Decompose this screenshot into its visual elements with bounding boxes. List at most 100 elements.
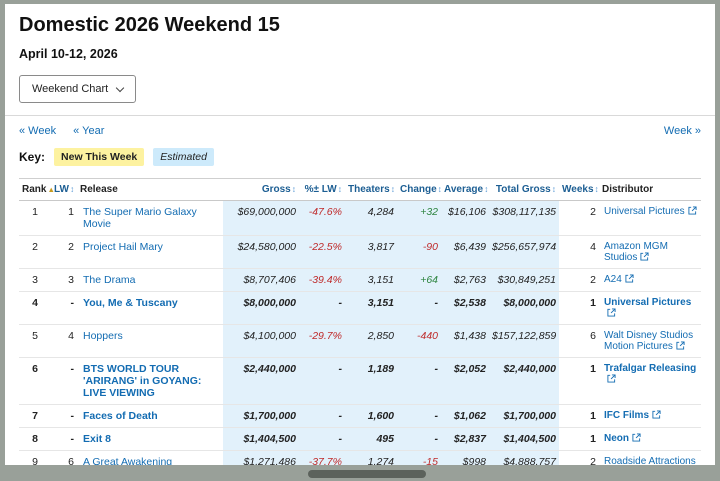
col-rank[interactable]: Rank▲: [19, 178, 55, 201]
sort-icon: ↕: [551, 184, 556, 194]
lw-cell: 4: [51, 324, 77, 358]
release-cell: Hoppers: [77, 324, 223, 358]
rank-cell: 5: [19, 324, 51, 358]
legend-key: Key: New This Week Estimated: [19, 148, 701, 166]
gross-cell: $1,700,000: [223, 404, 299, 428]
theaters-cell: 4,284: [345, 200, 397, 236]
change-cell: -15: [397, 450, 441, 465]
col-total-gross[interactable]: Total Gross↕: [489, 178, 559, 201]
nav-prev-year-link[interactable]: « Year: [73, 125, 105, 137]
rank-cell: 8: [19, 427, 51, 451]
release-link[interactable]: Project Hail Mary: [83, 241, 163, 253]
pct-lw-cell: -: [299, 291, 345, 325]
rank-cell: 6: [19, 357, 51, 405]
distributor-link[interactable]: Walt Disney Studios Motion Pictures: [604, 330, 693, 352]
col-gross[interactable]: Gross↕: [223, 178, 299, 201]
total-gross-cell: $1,700,000: [489, 404, 559, 428]
table-row-new-this-week: 4 - You, Me & Tuscany $8,000,000 - 3,151…: [19, 291, 701, 325]
distributor-name: Roadside Attractions: [604, 456, 696, 465]
col-change[interactable]: Change↕: [397, 178, 442, 201]
col-gross-label: Gross: [261, 184, 291, 195]
average-cell: $1,062: [441, 404, 489, 428]
lw-cell: -: [51, 404, 77, 428]
total-gross-cell: $157,122,859: [489, 324, 559, 358]
nav-next-week-link[interactable]: Week »: [663, 125, 701, 137]
average-cell: $2,538: [441, 291, 489, 325]
col-rank-label: Rank: [22, 184, 47, 195]
table-header-row: Rank▲ LW↕ Release Gross↕ %± LW↕ Theaters…: [19, 178, 701, 201]
distributor-link[interactable]: A24: [604, 274, 634, 285]
external-link-icon: [625, 274, 634, 283]
col-pct-lw-label: %± LW: [304, 184, 337, 195]
horizontal-scrollbar-thumb[interactable]: [308, 470, 426, 478]
col-distributor-label: Distributor: [602, 184, 654, 195]
col-average[interactable]: Average↕: [441, 178, 489, 201]
col-theaters[interactable]: Theaters↕: [345, 178, 397, 201]
release-link[interactable]: Faces of Death: [83, 410, 158, 422]
distributor-link[interactable]: Roadside Attractions: [604, 456, 696, 465]
distributor-link[interactable]: Universal Pictures: [604, 206, 697, 217]
lw-cell: -: [51, 357, 77, 405]
theaters-cell: 3,151: [345, 291, 397, 325]
sort-icon: ↕: [594, 184, 599, 194]
average-cell: $16,106: [441, 200, 489, 236]
nav-prev-week-link[interactable]: « Week: [19, 125, 57, 137]
chart-type-dropdown[interactable]: Weekend Chart: [19, 75, 137, 103]
rank-cell: 7: [19, 404, 51, 428]
col-weeks[interactable]: Weeks↕: [559, 178, 599, 201]
average-cell: $2,052: [441, 357, 489, 405]
theaters-cell: 1,274: [345, 450, 397, 465]
col-release[interactable]: Release: [77, 178, 223, 201]
release-cell: A Great Awakening: [77, 450, 223, 465]
weeks-cell: 2: [559, 200, 599, 236]
change-cell: +64: [397, 268, 441, 292]
release-link[interactable]: Hoppers: [83, 330, 123, 342]
distributor-link[interactable]: Trafalgar Releasing: [604, 363, 696, 385]
col-distributor[interactable]: Distributor: [599, 178, 701, 201]
gross-cell: $1,271,486: [223, 450, 299, 465]
release-link[interactable]: The Super Mario Galaxy Movie: [83, 206, 197, 230]
release-link[interactable]: A Great Awakening: [83, 456, 173, 465]
pct-lw-cell: -47.6%: [299, 200, 345, 236]
col-theaters-label: Theaters: [348, 184, 390, 195]
release-link[interactable]: BTS WORLD TOUR 'ARIRANG' in GOYANG: LIVE…: [83, 363, 202, 399]
weeks-cell: 2: [559, 268, 599, 292]
date-range: April 10-12, 2026: [19, 47, 118, 61]
sort-icon: ↕: [437, 184, 442, 194]
gross-cell: $69,000,000: [223, 200, 299, 236]
lw-cell: -: [51, 427, 77, 451]
pct-lw-cell: -: [299, 357, 345, 405]
distributor-name: Trafalgar Releasing: [604, 363, 697, 374]
weeks-cell: 1: [559, 404, 599, 428]
distributor-link[interactable]: Neon: [604, 433, 641, 444]
total-gross-cell: $308,117,135: [489, 200, 559, 236]
gross-cell: $8,000,000: [223, 291, 299, 325]
pct-lw-cell: -22.5%: [299, 235, 345, 269]
weeks-cell: 1: [559, 427, 599, 451]
change-cell: -90: [397, 235, 441, 269]
col-lw[interactable]: LW↕: [51, 178, 77, 201]
col-average-label: Average: [444, 184, 484, 195]
pct-lw-cell: -: [299, 427, 345, 451]
distributor-name: Amazon MGM Studios: [604, 241, 668, 263]
gross-cell: $24,580,000: [223, 235, 299, 269]
col-pct-lw[interactable]: %± LW↕: [299, 178, 345, 201]
distributor-link[interactable]: Universal Pictures: [604, 297, 691, 319]
table-row: 9 6 A Great Awakening $1,271,486 -37.7% …: [19, 450, 701, 465]
table-row-new-this-week: 8 - Exit 8 $1,404,500 - 495 - $2,837 $1,…: [19, 427, 701, 451]
external-link-icon: [632, 433, 641, 442]
distributor-cell: Amazon MGM Studios: [599, 235, 701, 269]
lw-cell: 1: [51, 200, 77, 236]
release-link[interactable]: Exit 8: [83, 433, 112, 445]
distributor-link[interactable]: Amazon MGM Studios: [604, 241, 668, 263]
release-link[interactable]: You, Me & Tuscany: [83, 297, 178, 309]
table-row-new-this-week: 7 - Faces of Death $1,700,000 - 1,600 - …: [19, 404, 701, 428]
rank-cell: 9: [19, 450, 51, 465]
distributor-link[interactable]: IFC Films: [604, 410, 661, 421]
distributor-name: IFC Films: [604, 410, 650, 421]
col-release-label: Release: [80, 184, 118, 195]
lw-cell: -: [51, 291, 77, 325]
table-row: 2 2 Project Hail Mary $24,580,000 -22.5%…: [19, 235, 701, 269]
release-link[interactable]: The Drama: [83, 274, 136, 286]
release-cell: The Drama: [77, 268, 223, 292]
